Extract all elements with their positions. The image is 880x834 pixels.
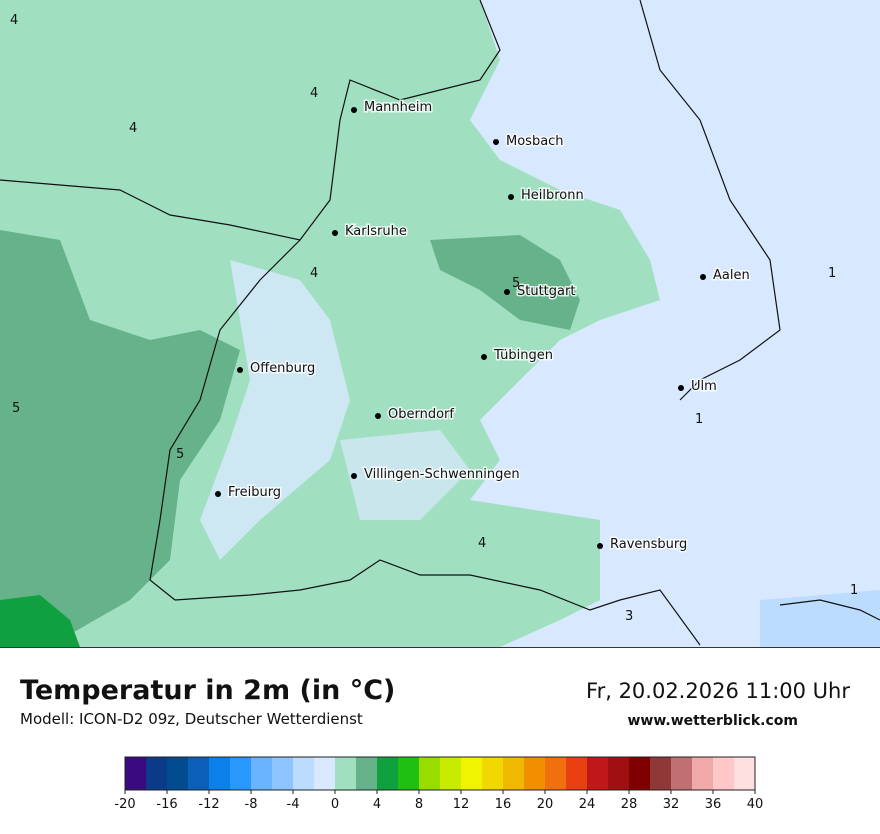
colorbar-segment — [713, 757, 734, 790]
contour-label: 3 — [625, 609, 633, 624]
city-label: Ravensburg — [610, 537, 687, 552]
colorbar-segment — [671, 757, 692, 790]
title: Temperatur in 2m (in °C) — [20, 675, 395, 706]
colorbar-segment — [356, 757, 377, 790]
contour-label: 4 — [310, 86, 318, 101]
contour-labels: 4 4 4 4 5 1 5 5 1 4 1 3 — [10, 13, 858, 624]
url: www.wetterblick.com — [628, 713, 799, 729]
colorbar-tick-label: 32 — [663, 797, 680, 812]
cities: Mannheim Mosbach Heilbronn Karlsruhe Aal… — [215, 99, 751, 554]
city-dot — [237, 367, 243, 373]
colorbar-tick-label: -8 — [245, 797, 258, 812]
colorbar-segment — [398, 757, 419, 790]
city-label: Tübingen — [493, 348, 553, 363]
colorbar-segment — [335, 757, 356, 790]
city-dot — [375, 413, 381, 419]
city-dot — [493, 139, 499, 145]
city-label: Oberndorf — [388, 407, 454, 422]
colorbar-segment — [503, 757, 524, 790]
colorbar-segment — [692, 757, 713, 790]
colorbar-segment — [125, 757, 146, 790]
colorbar-tick-label: 40 — [747, 797, 764, 812]
colorbar-tick-label: 8 — [415, 797, 423, 812]
city-dot — [678, 385, 684, 391]
borders — [0, 0, 880, 646]
city-dot — [332, 230, 338, 236]
date: Fr, 20.02.2026 11:00 Uhr — [586, 679, 850, 703]
contour-label: 4 — [478, 536, 486, 551]
colorbar-tick-label: -20 — [114, 797, 135, 812]
city-dot — [508, 194, 514, 200]
colorbar-segment — [146, 757, 167, 790]
colorbar-segment — [188, 757, 209, 790]
colorbar-segment — [734, 757, 755, 790]
city-label: Ulm — [691, 379, 717, 394]
colorbar-tick-label: 16 — [495, 797, 512, 812]
colorbar-segment — [272, 757, 293, 790]
colorbar-segment — [314, 757, 335, 790]
colorbar-segment — [440, 757, 461, 790]
contour-label: 5 — [176, 447, 184, 462]
city-label: Heilbronn — [521, 188, 584, 203]
city-dot — [481, 354, 487, 360]
contour-label: 4 — [310, 266, 318, 281]
city-dot — [597, 543, 603, 549]
city-label: Freiburg — [228, 485, 281, 500]
colorbar-segment — [524, 757, 545, 790]
colorbar-tick-label: 36 — [705, 797, 722, 812]
colorbar-segment — [377, 757, 398, 790]
city-label: Stuttgart — [517, 284, 575, 299]
colorbar-segment — [419, 757, 440, 790]
colorbar-segment — [545, 757, 566, 790]
colorbar-segment — [608, 757, 629, 790]
colorbar-segment — [209, 757, 230, 790]
colorbar: -20 -16 -12 -8 -4 0 4 8 12 16 20 24 28 32 36 40 — [114, 756, 764, 812]
subtitle: Modell: ICON-D2 09z, Deutscher Wetterdie… — [20, 710, 363, 728]
colorbar-frame — [124, 756, 756, 791]
contour-label: 1 — [695, 412, 703, 427]
colorbar-segment — [461, 757, 482, 790]
colorbar-tick-label: -4 — [287, 797, 300, 812]
colorbar-tick-label: 12 — [453, 797, 470, 812]
contour-label: 5 — [512, 276, 520, 291]
contour-label: 4 — [129, 121, 137, 136]
colorbar-segment — [167, 757, 188, 790]
colorbar-segment — [629, 757, 650, 790]
city-label: Aalen — [713, 268, 750, 283]
colorbar-tick-label: 24 — [579, 797, 596, 812]
city-label: Mosbach — [506, 134, 564, 149]
colorbar-tick-label: 4 — [373, 797, 381, 812]
colorbar-segment — [230, 757, 251, 790]
city-label: Mannheim — [364, 100, 432, 115]
city-dot — [504, 289, 510, 295]
colorbar-segment — [566, 757, 587, 790]
colorbar-tick-label: 20 — [537, 797, 554, 812]
city-dot — [351, 473, 357, 479]
city-dot — [700, 274, 706, 280]
colorbar-tick-label: 0 — [331, 797, 339, 812]
city-label: Karlsruhe — [345, 224, 407, 239]
colorbar-tick-label: -16 — [156, 797, 177, 812]
colorbar-segment — [587, 757, 608, 790]
colorbar-segment — [251, 757, 272, 790]
city-dot — [351, 107, 357, 113]
colorbar-segment — [293, 757, 314, 790]
colorbar-segment — [482, 757, 503, 790]
city-dot — [215, 491, 221, 497]
contour-label: 5 — [12, 401, 20, 416]
colorbar-tick-label: 28 — [621, 797, 638, 812]
map-background — [0, 0, 880, 647]
city-label: Offenburg — [250, 361, 315, 376]
contour-label: 1 — [828, 266, 836, 281]
city-label: Villingen-Schwenningen — [364, 467, 520, 482]
colorbar-segment — [650, 757, 671, 790]
contour-label: 4 — [10, 13, 18, 28]
contour-label: 1 — [850, 583, 858, 598]
colorbar-tick-label: -12 — [198, 797, 219, 812]
